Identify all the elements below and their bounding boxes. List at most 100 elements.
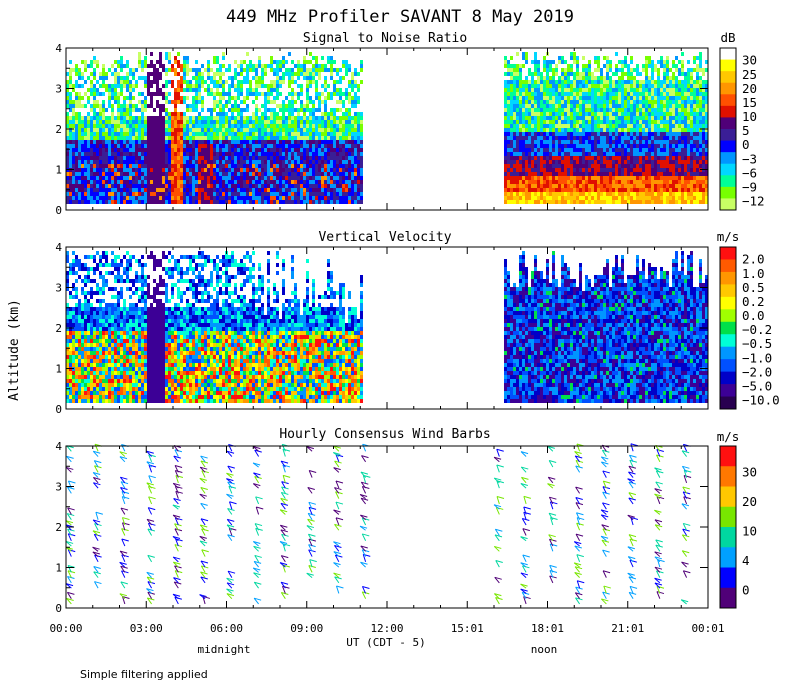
snr-cell xyxy=(528,116,531,120)
snr-cell xyxy=(597,76,600,80)
snr-cell xyxy=(507,136,510,140)
snr-cell xyxy=(249,176,252,180)
snr-heatmap xyxy=(66,52,708,204)
snr-cell xyxy=(153,188,156,192)
snr-cell xyxy=(348,180,351,184)
snr-cell xyxy=(189,196,192,200)
snr-cell xyxy=(264,108,267,112)
snr-cell xyxy=(66,160,69,164)
snr-cell xyxy=(69,88,72,92)
snr-cell xyxy=(261,184,264,188)
snr-cell xyxy=(132,156,135,160)
snr-cell xyxy=(102,188,105,192)
snr-cell xyxy=(81,156,84,160)
snr-cell xyxy=(144,164,147,168)
snr-cell xyxy=(504,120,507,124)
snr-cell xyxy=(114,144,117,148)
snr-cell xyxy=(579,132,582,136)
snr-cell xyxy=(540,116,543,120)
snr-cell xyxy=(198,156,201,160)
snr-cell xyxy=(174,68,177,72)
snr-cell xyxy=(165,188,168,192)
snr-cell xyxy=(108,96,111,100)
snr-cell xyxy=(141,196,144,200)
snr-cell xyxy=(264,144,267,148)
snr-cell xyxy=(231,88,234,92)
snr-cell xyxy=(306,64,309,68)
snr-cell xyxy=(195,84,198,88)
snr-cell xyxy=(198,144,201,148)
snr-cell xyxy=(519,140,522,144)
snr-cell xyxy=(204,116,207,120)
snr-cell xyxy=(594,96,597,100)
snr-cell xyxy=(255,160,258,164)
snr-cell xyxy=(297,136,300,140)
snr-cell xyxy=(81,188,84,192)
snr-cell xyxy=(189,84,192,88)
snr-cell xyxy=(612,80,615,84)
snr-cell xyxy=(171,172,174,176)
snr-cell xyxy=(210,64,213,68)
snr-cell xyxy=(249,124,252,128)
snr-cell xyxy=(546,196,549,200)
snr-cell xyxy=(546,76,549,80)
snr-cell xyxy=(132,84,135,88)
snr-cell xyxy=(201,140,204,144)
snr-cell xyxy=(339,72,342,76)
snr-cell xyxy=(354,172,357,176)
snr-cell xyxy=(276,84,279,88)
snr-cell xyxy=(525,144,528,148)
snr-cell xyxy=(93,120,96,124)
snr-cell xyxy=(324,152,327,156)
snr-cell xyxy=(567,68,570,72)
snr-cell xyxy=(258,144,261,148)
snr-cell xyxy=(573,60,576,64)
snr-cell xyxy=(618,88,621,92)
snr-cell xyxy=(552,88,555,92)
snr-cell xyxy=(75,128,78,132)
snr-cell xyxy=(174,56,177,60)
snr-cell xyxy=(531,116,534,120)
snr-cell xyxy=(198,112,201,116)
snr-cell xyxy=(324,132,327,136)
snr-cell xyxy=(141,116,144,120)
snr-cell xyxy=(231,200,234,204)
snr-cell xyxy=(504,108,507,112)
snr-cell xyxy=(198,96,201,100)
snr-cell xyxy=(312,128,315,132)
snr-cell xyxy=(354,116,357,120)
snr-cell xyxy=(315,84,318,88)
snr-cell xyxy=(285,176,288,180)
snr-cell xyxy=(135,160,138,164)
snr-cell xyxy=(198,152,201,156)
snr-cell xyxy=(117,160,120,164)
snr-cell xyxy=(201,136,204,140)
snr-cell xyxy=(549,108,552,112)
snr-cell xyxy=(321,188,324,192)
snr-cell xyxy=(312,124,315,128)
snr-cell xyxy=(249,156,252,160)
snr-cell xyxy=(510,128,513,132)
snr-cell xyxy=(261,96,264,100)
snr-cell xyxy=(615,84,618,88)
snr-cell xyxy=(207,128,210,132)
snr-cell xyxy=(549,68,552,72)
snr-cell xyxy=(567,112,570,116)
snr-cell xyxy=(216,104,219,108)
snr-cell xyxy=(579,104,582,108)
snr-cell xyxy=(342,140,345,144)
snr-cell xyxy=(318,68,321,72)
snr-cell xyxy=(153,152,156,156)
snr-cell xyxy=(144,136,147,140)
snr-cell xyxy=(537,124,540,128)
snr-cell xyxy=(552,176,555,180)
snr-cell xyxy=(195,124,198,128)
snr-cell xyxy=(537,68,540,72)
snr-cell xyxy=(603,148,606,152)
snr-cell xyxy=(585,92,588,96)
snr-cell xyxy=(327,168,330,172)
snr-cell xyxy=(351,92,354,96)
snr-cell xyxy=(570,184,573,188)
snr-cell xyxy=(537,156,540,160)
snr-cell xyxy=(219,168,222,172)
